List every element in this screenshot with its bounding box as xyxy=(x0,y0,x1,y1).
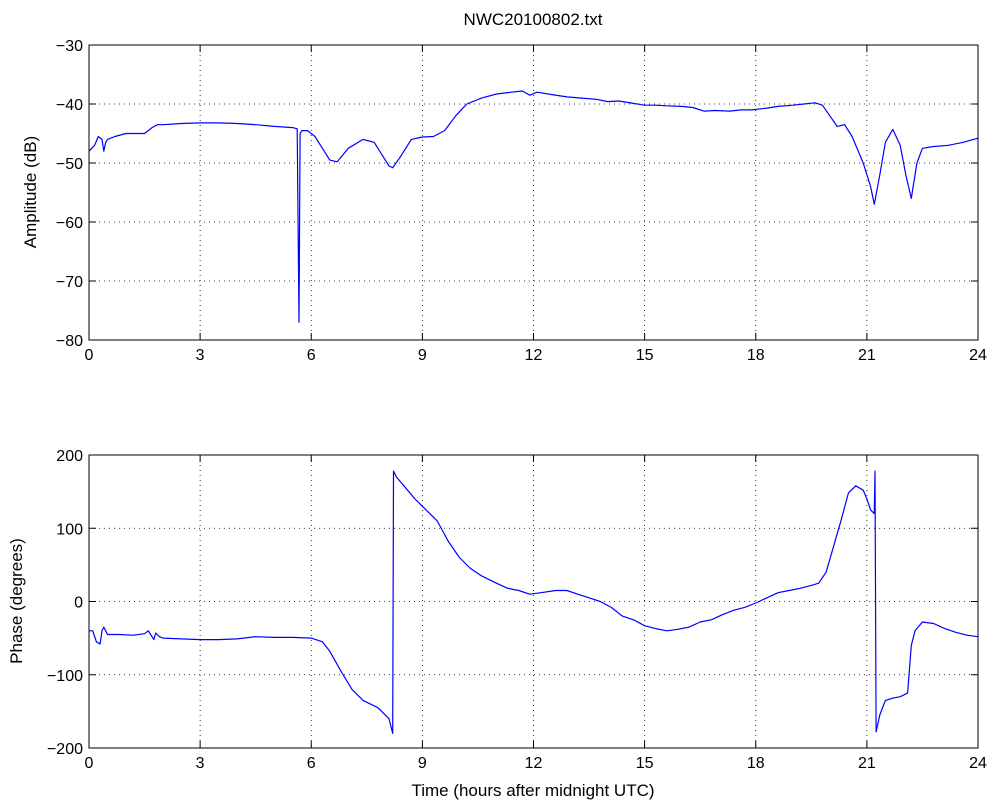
amplitude-grid xyxy=(89,45,978,340)
amplitude-y-tick-label: −50 xyxy=(56,156,83,173)
amplitude-x-tick-label: 3 xyxy=(196,347,205,364)
phase-ticks: 0 3 6 9 12 15 18 21 24 200 100 0 −100 −200 xyxy=(47,448,987,772)
phase-x-tick-label: 12 xyxy=(525,755,543,772)
amplitude-x-tick-label: 15 xyxy=(636,347,654,364)
phase-axes-frame xyxy=(88,454,979,749)
amplitude-x-tick-label: 18 xyxy=(747,347,765,364)
phase-y-tick-label: −100 xyxy=(47,668,83,685)
amplitude-y-tick-label: −60 xyxy=(56,215,83,232)
phase-x-tick-label: 18 xyxy=(747,755,765,772)
amplitude-y-axis-label: Amplitude (dB) xyxy=(21,136,40,248)
amplitude-plot: NWC20100802.txt 0 3 6 9 12 15 18 21 24 −30 −40 −50 −… xyxy=(21,10,987,364)
phase-y-tick-label: 100 xyxy=(56,521,83,538)
phase-series xyxy=(89,470,979,734)
amplitude-series-line xyxy=(88,90,979,323)
phase-x-tick-label: 6 xyxy=(307,755,316,772)
phase-x-tick-label: 15 xyxy=(636,755,654,772)
amplitude-x-tick-label: 12 xyxy=(525,347,543,364)
phase-x-tick-label: 24 xyxy=(969,755,987,772)
phase-x-tick-label: 0 xyxy=(85,755,94,772)
amplitude-y-tick-label: −40 xyxy=(56,97,83,114)
amplitude-series xyxy=(88,90,979,323)
x-axis-label: Time (hours after midnight UTC) xyxy=(411,781,654,800)
phase-y-tick-label: 200 xyxy=(56,448,83,465)
amplitude-x-tick-label: 0 xyxy=(85,347,94,364)
phase-y-axis-label: Phase (degrees) xyxy=(7,538,26,664)
amplitude-y-tick-label: −80 xyxy=(56,333,83,350)
chart-title: NWC20100802.txt xyxy=(464,10,603,29)
phase-y-tick-label: 0 xyxy=(74,595,83,612)
amplitude-x-tick-label: 6 xyxy=(307,347,316,364)
amplitude-x-tick-label: 24 xyxy=(969,347,987,364)
phase-plot: 0 3 6 9 12 15 18 21 24 200 100 0 −100 −200 Phase (deg… xyxy=(7,448,987,800)
amplitude-y-tick-label: −70 xyxy=(56,274,83,291)
amplitude-axes-frame xyxy=(88,44,979,341)
amplitude-y-tick-label: −30 xyxy=(56,38,83,55)
amplitude-ticks: 0 3 6 9 12 15 18 21 24 −30 −40 −50 −60 −70 −80 xyxy=(56,38,987,364)
phase-x-tick-label: 3 xyxy=(196,755,205,772)
phase-series-line xyxy=(89,470,979,734)
amplitude-x-tick-label: 21 xyxy=(858,347,876,364)
phase-x-tick-label: 9 xyxy=(418,755,427,772)
phase-x-tick-label: 21 xyxy=(858,755,876,772)
phase-grid xyxy=(89,455,978,748)
phase-y-tick-label: −200 xyxy=(47,741,83,758)
amplitude-x-tick-label: 9 xyxy=(418,347,427,364)
